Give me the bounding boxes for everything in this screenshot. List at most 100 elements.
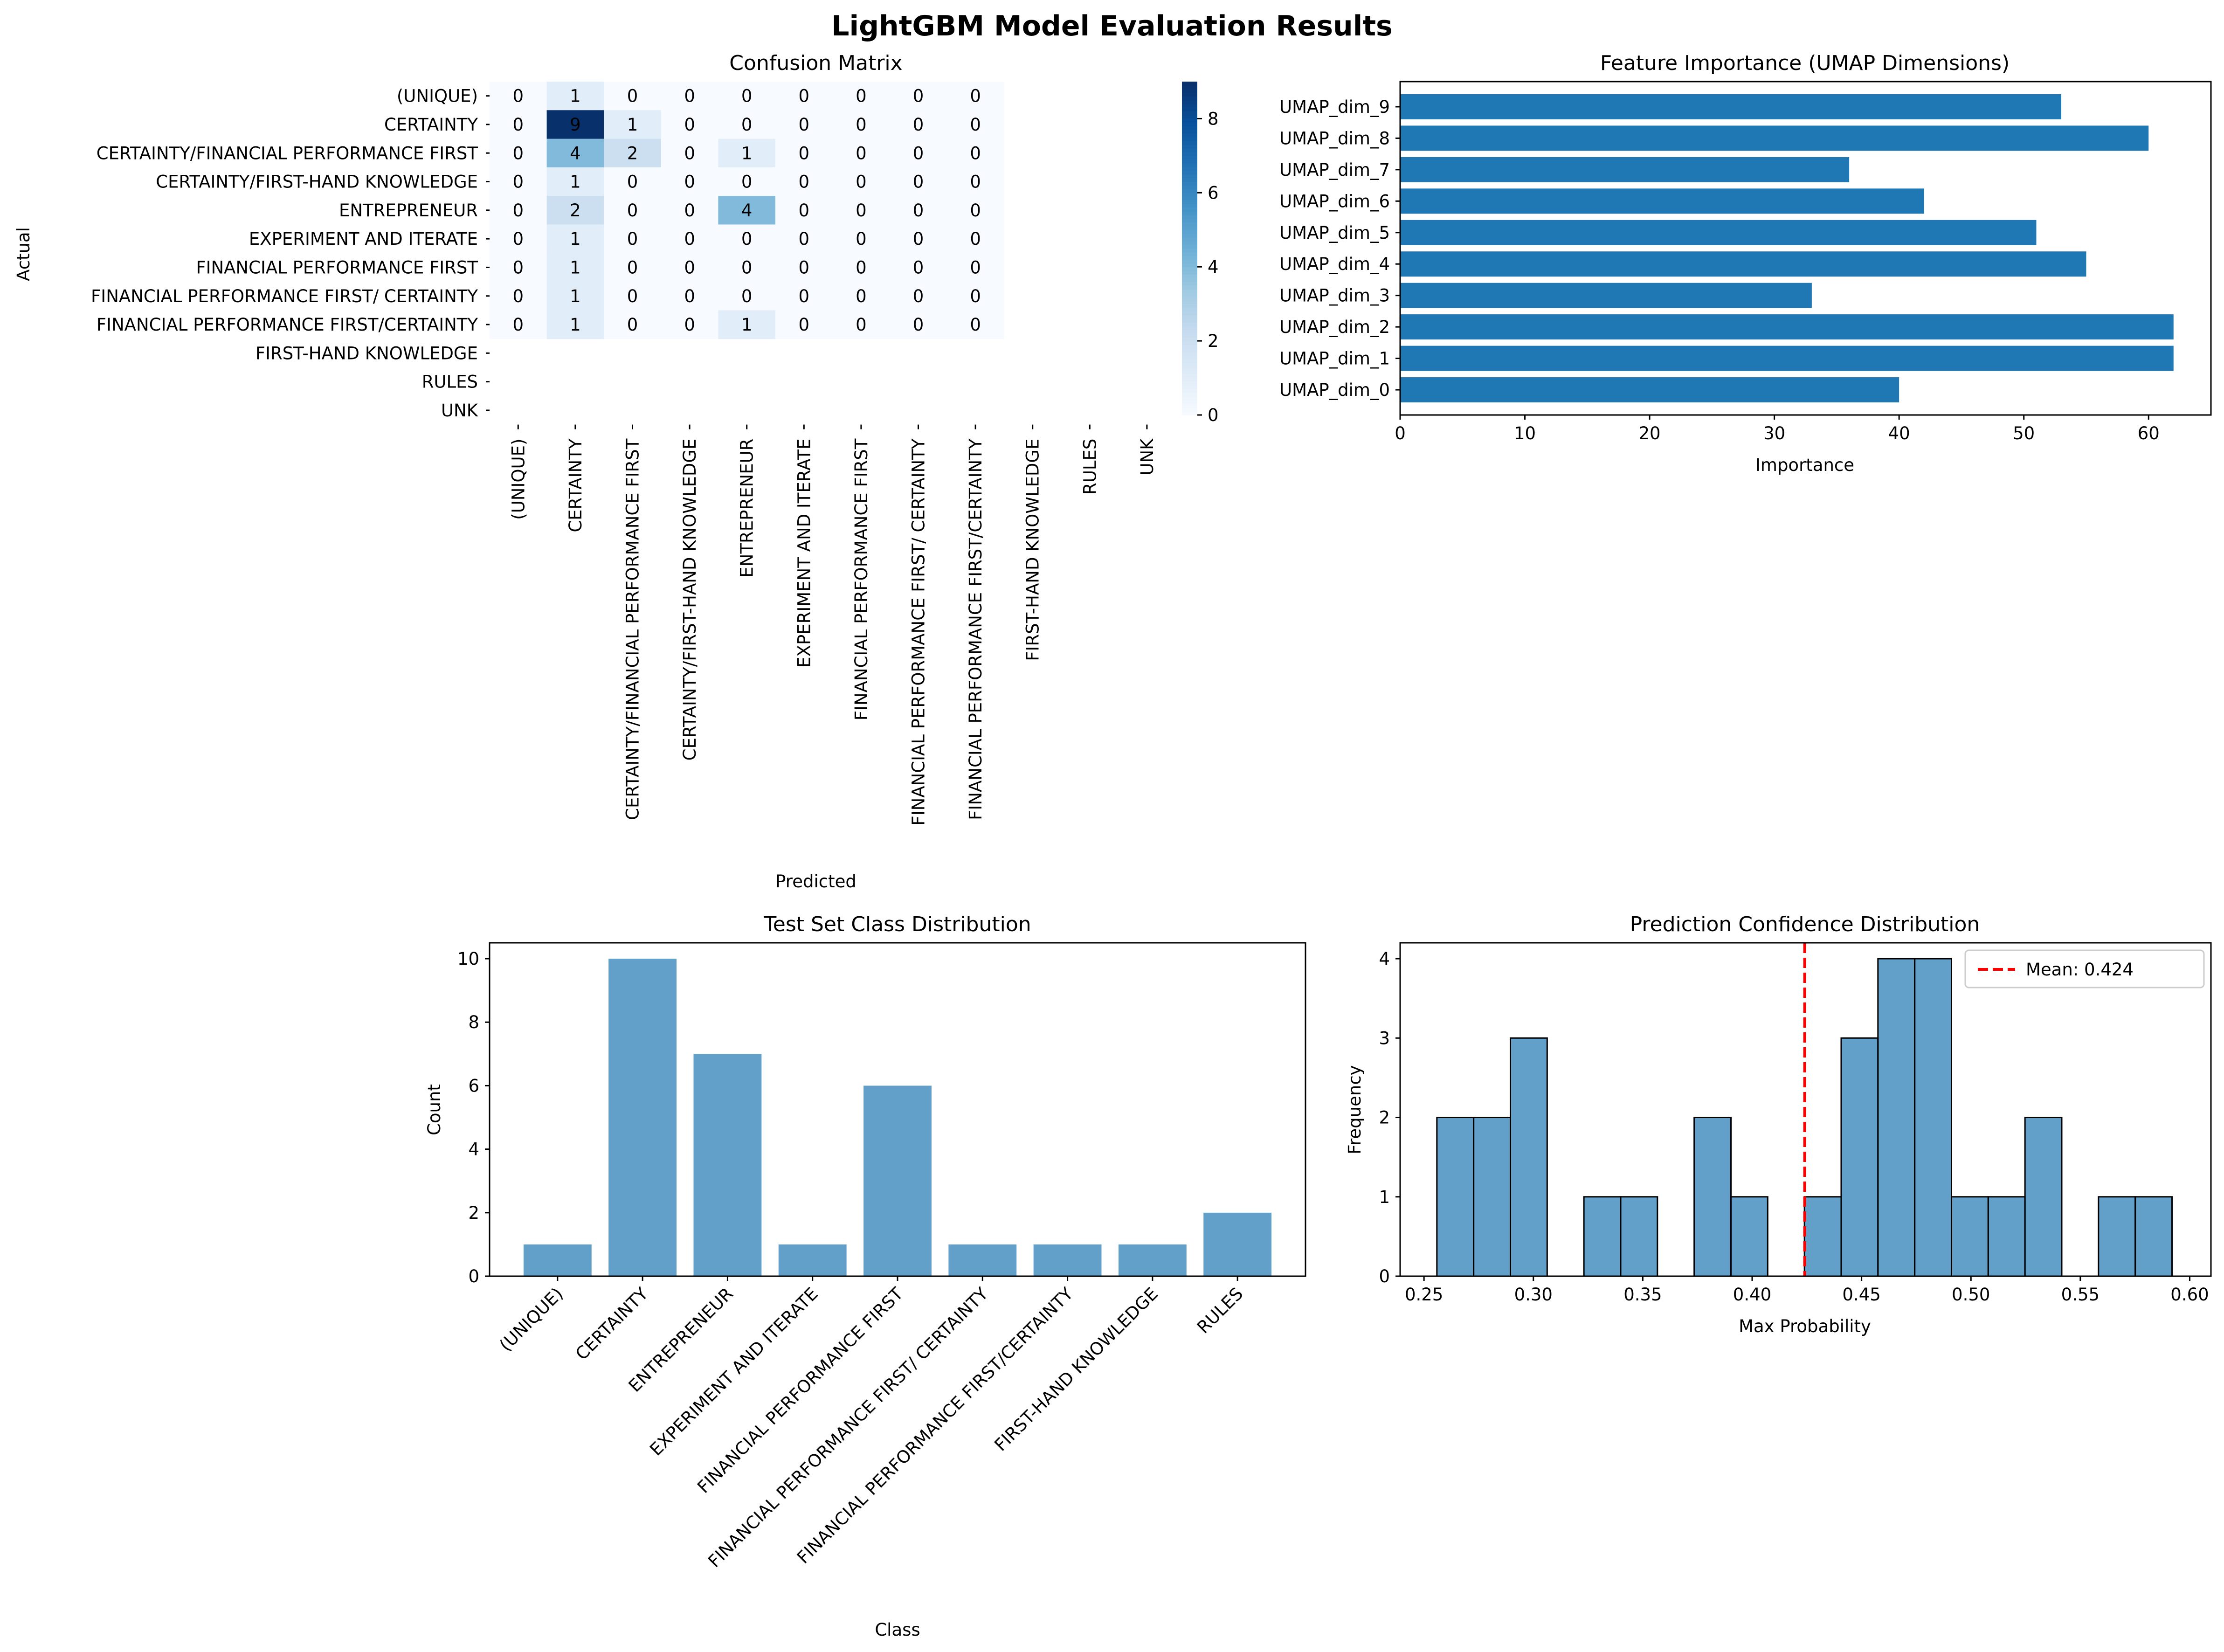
cm-cell (890, 224, 947, 254)
colorbar-tick-label: 0 (1208, 405, 1219, 425)
colorbar-segment (1182, 282, 1197, 286)
colorbar-segment (1182, 393, 1197, 397)
cm-cell (946, 110, 1004, 139)
colorbar-segment (1182, 159, 1197, 164)
cd-ytick-label: 0 (468, 1266, 479, 1286)
cm-ytick-label: FINANCIAL PERFORMANCE FIRST (196, 257, 478, 277)
colorbar-tick-label: 8 (1208, 109, 1219, 129)
cm-cell (490, 310, 547, 339)
cm-cell (604, 224, 662, 254)
colorbar-segment (1182, 315, 1197, 319)
hg-ytick-label: 1 (1379, 1187, 1390, 1207)
cm-cell-value: 0 (627, 286, 638, 306)
cm-cell-value: 0 (856, 86, 867, 106)
cm-cell (946, 82, 1004, 111)
cm-cell (546, 110, 604, 139)
cm-cell (661, 253, 718, 282)
feature-importance-bar (1400, 220, 2037, 245)
hg-xtick-label: 0.50 (1952, 1285, 1990, 1305)
confusion-matrix-xlabel: Predicted (775, 871, 856, 892)
colorbar-segment (1182, 163, 1197, 167)
cm-cell-value: 0 (799, 172, 810, 192)
colorbar-segment (1182, 267, 1197, 271)
colorbar-segment (1182, 233, 1197, 238)
colorbar-tick-label: 4 (1208, 257, 1219, 277)
legend-box (1964, 949, 2205, 988)
cm-cell (661, 82, 718, 111)
cm-cell (661, 138, 718, 168)
colorbar-segment (1182, 366, 1197, 371)
cm-xtick-label: ENTREPRENEUR (737, 439, 757, 578)
cm-xtick-label: FINANCIAL PERFORMANCE FIRST (851, 438, 871, 720)
cm-cell-value: 4 (741, 200, 753, 221)
colorbar-segment (1182, 404, 1197, 408)
histogram-bin (1583, 1196, 1622, 1277)
cm-cell-value: 0 (684, 86, 695, 106)
figure-suptitle: LightGBM Model Evaluation Results (831, 10, 1392, 42)
cm-cell-value: 0 (513, 115, 524, 135)
fi-ytick-label: UMAP_dim_0 (1279, 380, 1390, 400)
colorbar-segment (1182, 85, 1197, 90)
feature-importance-panel: Feature Importance (UMAP Dimensions) UMA… (1279, 51, 2212, 475)
cm-cell (604, 196, 662, 225)
colorbar-segment (1182, 126, 1197, 130)
class-distribution-bar (863, 1085, 932, 1276)
cm-cell (604, 138, 662, 168)
cm-ytick-label: CERTAINTY/FIRST-HAND KNOWLEDGE (156, 172, 478, 192)
colorbar-segment (1182, 259, 1197, 263)
hg-axes-frame (1399, 942, 2212, 1277)
cm-cell-value: 0 (799, 229, 810, 249)
colorbar-segment (1182, 222, 1197, 227)
cm-cell (661, 110, 718, 139)
cm-cell (661, 282, 718, 311)
feature-importance-title: Feature Importance (UMAP Dimensions) (1600, 51, 2010, 75)
colorbar-segment (1182, 185, 1197, 189)
cm-cell-value: 9 (570, 115, 581, 135)
colorbar-segment (1182, 241, 1197, 245)
colorbar-segment (1182, 411, 1197, 415)
cm-cell (661, 167, 718, 196)
cd-ytick-label: 8 (468, 1012, 479, 1032)
histogram-bin (1950, 1196, 1989, 1277)
cm-cell (490, 253, 547, 282)
cm-cell (775, 138, 833, 168)
colorbar-segment (1182, 92, 1197, 97)
feature-importance-bar (1400, 125, 2149, 151)
cm-ytick-label: FIRST-HAND KNOWLEDGE (256, 343, 478, 363)
cm-cell (832, 110, 890, 139)
histogram-bin (1987, 1196, 2026, 1277)
cm-cell-value: 0 (913, 143, 924, 163)
colorbar-segment (1182, 292, 1197, 297)
colorbar-segment (1182, 333, 1197, 338)
colorbar: 0 2 4 6 8 (1182, 82, 1219, 425)
cm-cell-value: 0 (799, 115, 810, 135)
colorbar-segment (1182, 181, 1197, 186)
cm-cell (832, 310, 890, 339)
class-distribution-bar (1203, 1212, 1272, 1276)
cm-cell-value: 1 (627, 115, 638, 135)
colorbar-segment (1182, 107, 1197, 112)
colorbar-segment (1182, 300, 1197, 304)
colorbar-segment (1182, 381, 1197, 386)
cm-cell-value: 0 (970, 172, 981, 192)
cm-cell (775, 167, 833, 196)
cm-cell (718, 310, 776, 339)
cm-xtick-label: FINANCIAL PERFORMANCE FIRST/ CERTAINTY (909, 438, 929, 825)
cm-cell-value: 0 (799, 286, 810, 306)
colorbar-segment (1182, 296, 1197, 301)
cm-cell-value: 0 (970, 286, 981, 306)
colorbar-tick-label: 2 (1208, 331, 1219, 351)
cm-xtick-label: EXPERIMENT AND ITERATE (794, 439, 814, 668)
hg-xtick-label: 0.55 (2061, 1285, 2100, 1305)
cm-cell (718, 224, 776, 254)
colorbar-segment (1182, 178, 1197, 182)
colorbar-segment (1182, 204, 1197, 208)
histogram-bin (1877, 958, 1916, 1277)
cm-cell-value: 0 (856, 172, 867, 192)
cm-cell-value: 0 (513, 286, 524, 306)
fi-xtick-label: 60 (2138, 423, 2160, 443)
hg-xtick-label: 0.35 (1623, 1285, 1662, 1305)
cm-cell (490, 167, 547, 196)
cm-cell (661, 196, 718, 225)
